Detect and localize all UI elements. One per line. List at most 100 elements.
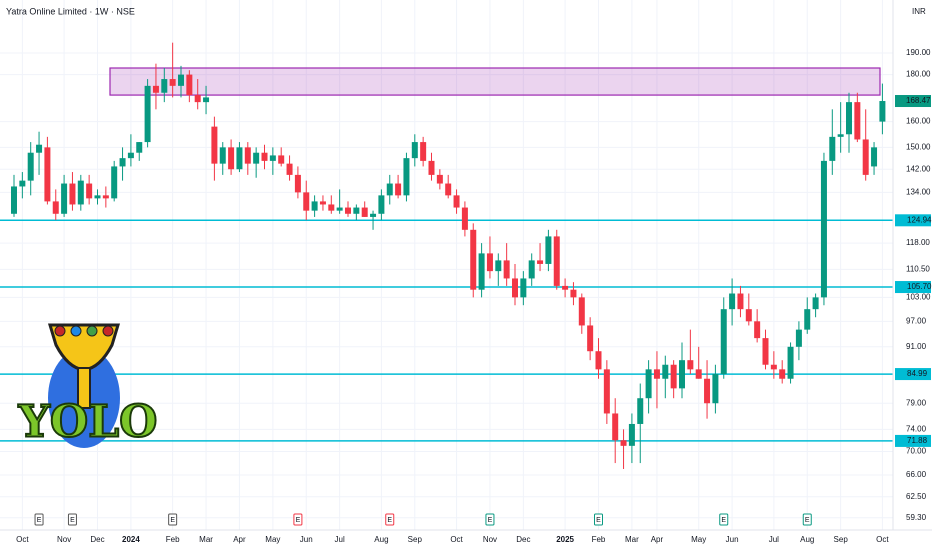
candle-body <box>695 369 702 379</box>
candle-body <box>353 207 360 214</box>
candle-body <box>378 195 385 214</box>
x-tick-label: Nov <box>57 535 71 544</box>
earnings-marker <box>67 513 77 526</box>
candle-body <box>203 97 210 103</box>
candle-body <box>562 285 569 290</box>
candle-body <box>169 79 176 86</box>
earnings-label: E <box>387 517 392 524</box>
candle-body <box>336 207 343 211</box>
candle-body <box>127 152 134 159</box>
candle-body <box>136 142 143 153</box>
candle-body <box>645 369 652 399</box>
x-tick-label: Mar <box>625 535 639 544</box>
candle-body <box>478 253 485 290</box>
candle-body <box>36 144 43 153</box>
candle-body <box>236 147 243 170</box>
candle-body <box>770 364 777 370</box>
earnings-label: E <box>596 517 601 524</box>
candle-body <box>286 163 293 175</box>
y-tick-label: 62.50 <box>906 492 927 501</box>
candles <box>11 42 886 469</box>
earnings-marker <box>594 513 603 526</box>
earnings-label: E <box>805 517 810 524</box>
candle-body <box>395 183 402 196</box>
candle-body <box>420 142 427 161</box>
x-tick-label: 2024 <box>122 535 140 544</box>
candle-body <box>687 360 694 370</box>
candle-body <box>152 85 159 93</box>
x-tick-label: Sep <box>408 535 423 544</box>
levels-layer <box>0 219 893 442</box>
x-tick-label: Dec <box>90 535 104 544</box>
candle-body <box>186 74 193 96</box>
y-tick-label: 97.00 <box>906 316 927 325</box>
candle-body <box>612 413 619 441</box>
candle-body <box>219 147 226 164</box>
level-label: 71.88 <box>907 436 928 445</box>
candle-body <box>11 186 17 214</box>
level-label: 84.99 <box>907 369 928 378</box>
x-tick-label: Jun <box>726 535 739 544</box>
y-tick-label: 91.00 <box>906 342 927 351</box>
level-label-box <box>895 368 931 381</box>
candle-body <box>411 142 418 159</box>
candle-body <box>795 329 802 347</box>
y-tick-label: 150.00 <box>906 142 931 151</box>
x-tick-label: May <box>265 535 280 544</box>
candle-body <box>603 369 610 414</box>
candle-body <box>486 253 493 272</box>
candle-body <box>704 378 711 404</box>
earnings-marker <box>293 513 303 526</box>
logo-gem <box>102 325 114 337</box>
earnings-marker <box>719 513 729 526</box>
candle-body <box>102 195 109 199</box>
last-price-box <box>895 95 931 108</box>
y-tick-label: 160.00 <box>906 117 931 126</box>
candle-body <box>294 174 301 193</box>
logo-gem <box>70 325 82 337</box>
y-tick-label: 70.00 <box>906 447 927 456</box>
y-tick-label: 66.00 <box>906 470 927 479</box>
candle-body <box>370 213 377 217</box>
x-tick-label: May <box>691 535 706 544</box>
candle-body <box>846 102 852 135</box>
candle-body <box>119 158 126 167</box>
candle-body <box>745 309 752 322</box>
candle-body <box>77 180 84 205</box>
candle-body <box>754 321 761 339</box>
candle-body <box>829 136 836 161</box>
earnings-label: E <box>296 517 301 524</box>
candle-body <box>820 160 827 298</box>
level-label: 124.94 <box>907 215 932 224</box>
earnings-marker <box>168 513 178 526</box>
candle-body <box>804 309 811 330</box>
x-tick-label: Aug <box>374 535 388 544</box>
candle-body <box>445 183 452 196</box>
candle-body <box>520 278 527 298</box>
candle-body <box>537 260 544 264</box>
candle-body <box>269 155 276 161</box>
candle-body <box>428 160 435 175</box>
logo-text: YOLO <box>17 397 157 448</box>
candle-body <box>637 398 644 424</box>
earnings-label: E <box>70 517 75 524</box>
x-tick-label: Aug <box>800 535 814 544</box>
logo-stem <box>77 367 91 409</box>
candle-body <box>679 360 685 389</box>
x-tick-label: Oct <box>876 535 889 544</box>
candle-body <box>345 207 351 214</box>
candle-body <box>328 204 335 211</box>
candle-body <box>111 166 118 199</box>
candle-body <box>495 260 502 272</box>
candle-body <box>470 229 477 290</box>
candle-body <box>812 297 819 310</box>
last-price-label: 168.47 <box>906 96 931 105</box>
candle-body <box>44 147 51 202</box>
candle-body <box>144 85 151 143</box>
candle-body <box>278 155 285 164</box>
candle-body <box>553 236 560 286</box>
candle-body <box>453 195 460 208</box>
currency: INR <box>912 7 926 16</box>
